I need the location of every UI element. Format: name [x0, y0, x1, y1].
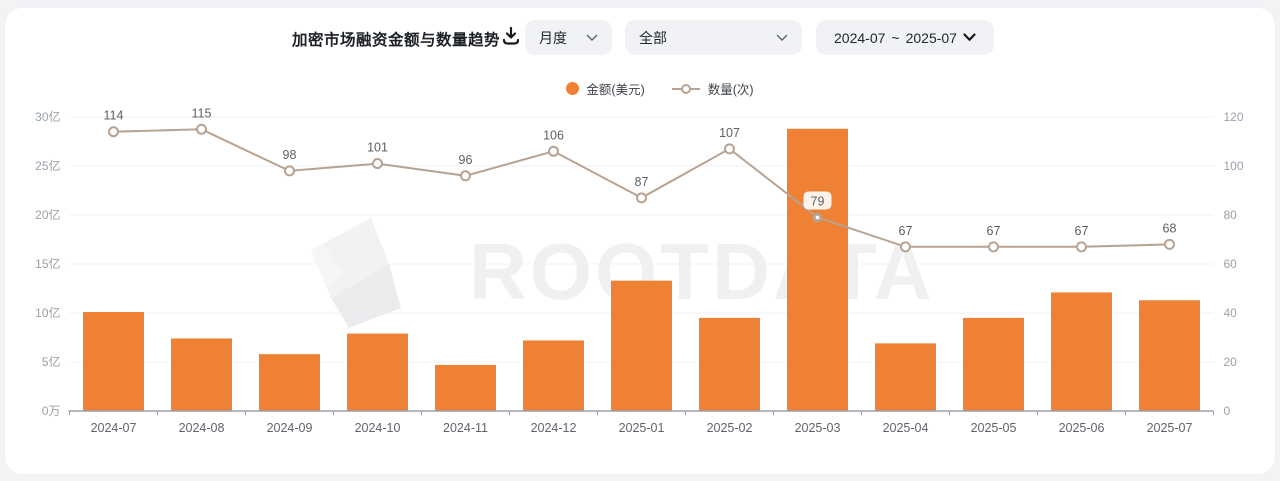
right-axis-tick-label: 0	[1224, 404, 1231, 418]
left-axis-tick-label: 30亿	[35, 109, 60, 124]
line-point-label-2025-03: 79	[811, 194, 825, 208]
line-point-label-2024-09: 98	[283, 148, 297, 162]
line-point-label-2025-02: 107	[719, 126, 740, 140]
legend-count-label: 数量(次)	[707, 83, 754, 97]
bar-2025-05[interactable]	[963, 317, 1024, 411]
x-axis-label-2024-09: 2024-09	[267, 421, 313, 435]
category-value: 全部	[639, 29, 667, 46]
line-point-label-2024-12: 106	[543, 128, 564, 142]
line-point-label-2025-04: 67	[899, 224, 913, 238]
left-axis-tick-label: 10亿	[35, 305, 60, 320]
line-point-label-2025-05: 67	[987, 224, 1001, 238]
count-series-line-icon	[671, 83, 700, 94]
chevron-down-icon	[776, 34, 788, 41]
chart-legend: 金额(美元) 数量(次)	[0, 79, 1280, 98]
line-point-2025-07[interactable]	[1164, 238, 1175, 250]
line-point-label-2024-11: 96	[459, 153, 473, 167]
line-point-2025-01[interactable]	[636, 192, 647, 204]
left-axis-tick-label: 5亿	[42, 354, 61, 369]
left-axis-tick-label: 15亿	[35, 256, 60, 271]
x-axis-label-2024-12: 2024-12	[531, 421, 577, 435]
bar-2025-07[interactable]	[1139, 300, 1200, 411]
legend-amount-label: 金额(美元)	[586, 83, 645, 97]
line-point-label-2025-01: 87	[635, 175, 649, 189]
line-point-2025-04[interactable]	[900, 241, 911, 253]
chevron-down-icon	[586, 34, 598, 41]
right-axis-tick-label: 20	[1224, 355, 1238, 369]
line-point-2024-08[interactable]	[196, 123, 207, 135]
legend-item-count[interactable]: 数量(次)	[671, 79, 754, 98]
line-point-label-2024-07: 114	[104, 109, 124, 123]
line-point-2024-12[interactable]	[548, 145, 559, 157]
line-point-2025-05[interactable]	[988, 241, 999, 253]
amount-series-dot-icon	[566, 82, 580, 95]
line-point-2025-06[interactable]	[1076, 241, 1087, 253]
bar-2025-04[interactable]	[875, 343, 936, 411]
x-axis-label-2025-05: 2025-05	[971, 421, 1017, 435]
granularity-select[interactable]: 月度	[525, 20, 612, 55]
line-point-2024-11[interactable]	[460, 170, 471, 182]
x-axis-label-2024-07: 2024-07	[91, 421, 137, 435]
bar-2024-08[interactable]	[171, 338, 232, 411]
date-range-start: 2024-07	[834, 29, 886, 46]
right-axis-tick-label: 120	[1224, 110, 1244, 124]
x-axis-label-2024-08: 2024-08	[179, 421, 225, 435]
chart-title: 加密市场融资金额与数量趋势	[292, 32, 501, 49]
x-axis-label-2025-07: 2025-07	[1147, 421, 1193, 435]
line-point-2025-02[interactable]	[724, 143, 735, 155]
bar-2024-12[interactable]	[523, 340, 584, 411]
x-axis-label-2025-02: 2025-02	[707, 421, 753, 435]
line-point-2024-09[interactable]	[284, 165, 295, 177]
bar-2025-01[interactable]	[611, 280, 672, 411]
left-axis-tick-label: 25亿	[35, 158, 60, 173]
x-axis-label-2024-11: 2024-11	[443, 421, 488, 435]
bar-2025-06[interactable]	[1051, 292, 1112, 411]
date-range-separator: ~	[891, 29, 900, 46]
right-axis-tick-label: 40	[1224, 306, 1238, 320]
line-point-label-2025-07: 68	[1163, 221, 1177, 235]
bar-2025-03[interactable]	[787, 128, 848, 411]
left-axis-tick-label: 0万	[42, 404, 61, 418]
legend-item-amount[interactable]: 金额(美元)	[566, 79, 645, 98]
bar-2024-09[interactable]	[259, 354, 320, 411]
download-icon	[502, 26, 520, 45]
bar-2025-02[interactable]	[699, 317, 760, 411]
x-axis-label-2025-03: 2025-03	[795, 421, 841, 435]
line-point-label-2024-08: 115	[192, 106, 212, 120]
granularity-value: 月度	[539, 29, 567, 46]
x-axis-label-2025-06: 2025-06	[1059, 421, 1105, 435]
right-axis-tick-label: 60	[1224, 257, 1238, 271]
line-label-bubble	[803, 191, 832, 210]
x-axis-label-2024-10: 2024-10	[355, 421, 401, 435]
chevron-down-icon	[963, 33, 976, 41]
line-point-label-2024-10: 101	[367, 141, 388, 155]
x-axis-label-2025-04: 2025-04	[883, 421, 929, 435]
line-point-label-2025-06: 67	[1075, 224, 1089, 238]
line-point-highlight-core	[815, 215, 820, 220]
download-button[interactable]	[499, 25, 523, 49]
bar-2024-10[interactable]	[347, 333, 408, 411]
right-axis-tick-label: 100	[1224, 159, 1244, 173]
category-select[interactable]: 全部	[625, 20, 802, 55]
date-range-picker[interactable]: 2024-07 ~ 2025-07	[816, 20, 994, 55]
x-axis-label-2025-01: 2025-01	[619, 421, 665, 435]
line-point-2024-10[interactable]	[372, 158, 383, 170]
left-axis-tick-label: 20亿	[35, 207, 60, 222]
bar-2024-07[interactable]	[83, 312, 144, 411]
line-point-2024-07[interactable]	[108, 126, 119, 138]
right-axis-tick-label: 80	[1224, 208, 1238, 222]
date-range-end: 2025-07	[905, 29, 957, 46]
bar-2024-11[interactable]	[435, 364, 496, 411]
